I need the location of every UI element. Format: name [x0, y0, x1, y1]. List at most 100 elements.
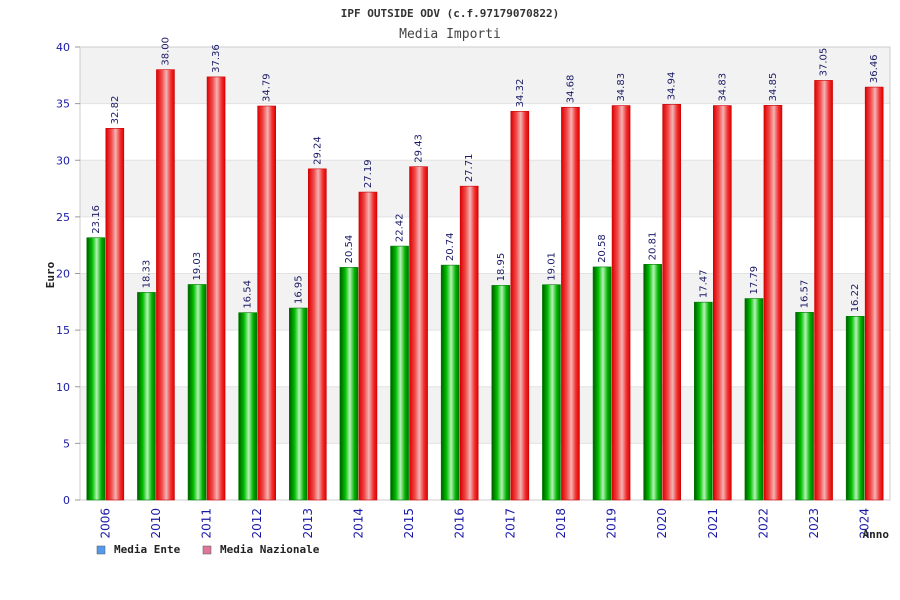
y-tick-label: 30: [56, 154, 70, 167]
value-label-media-ente: 16.57: [800, 280, 811, 309]
x-tick-label: 2012: [250, 508, 264, 539]
bar-media-nazionale: [409, 166, 428, 501]
bar-media-nazionale: [206, 76, 226, 501]
x-tick-label: 2010: [149, 508, 163, 539]
value-label-media-nazionale: 34.83: [616, 73, 627, 102]
bar-media-nazionale: [864, 86, 884, 501]
y-tick-label: 25: [56, 211, 70, 224]
value-label-media-ente: 17.47: [698, 270, 709, 299]
value-label-media-ente: 20.74: [445, 232, 456, 261]
value-label-media-ente: 17.79: [749, 266, 760, 295]
x-axis: 2006 2010 2011 2012 2013 2014 2015 2016 2017 2018…: [98, 508, 871, 539]
bar-media-nazionale: [257, 105, 276, 501]
value-label-media-nazionale: 34.85: [768, 73, 779, 102]
x-tick-label: 2011: [200, 508, 214, 539]
bar-media-nazionale: [510, 111, 530, 501]
y-axis: 0 5 10 15 20 25 30 35 40: [56, 41, 80, 507]
y-axis-label: Euro: [44, 261, 57, 288]
bar-media-ente: [390, 245, 409, 501]
value-label-media-nazionale: 34.32: [515, 79, 526, 108]
value-label-media-ente: 23.16: [91, 205, 102, 234]
value-label-media-ente: 16.54: [243, 280, 254, 309]
x-tick-label: 2020: [655, 508, 669, 539]
chart-subtitle: Media Importi: [399, 27, 501, 42]
y-tick-label: 35: [56, 98, 70, 111]
value-label-media-nazionale: 34.68: [565, 75, 576, 104]
value-label-media-nazionale: 29.24: [312, 136, 323, 165]
value-label-media-nazionale: 34.83: [717, 73, 728, 102]
bar-media-ente: [339, 267, 359, 501]
y-tick-label: 40: [56, 41, 70, 54]
value-label-media-nazionale: 27.19: [363, 159, 374, 188]
y-tick-label: 0: [63, 494, 70, 507]
bar-media-ente: [238, 312, 257, 501]
bar-media-nazionale: [459, 185, 479, 501]
bar-media-ente: [542, 284, 561, 501]
x-tick-label: 2014: [351, 508, 365, 539]
value-label-media-ente: 22.42: [395, 213, 406, 242]
bar-media-nazionale: [763, 105, 783, 501]
bar-media-nazionale: [105, 128, 125, 501]
value-label-media-nazionale: 34.94: [667, 72, 678, 101]
value-label-media-ente: 18.33: [141, 260, 152, 289]
bar-media-ente: [491, 285, 511, 501]
value-label-media-ente: 18.95: [496, 253, 507, 282]
x-tick-label: 2024: [858, 508, 872, 539]
value-label-media-nazionale: 38.00: [160, 37, 171, 66]
x-tick-label: 2013: [301, 508, 315, 539]
x-tick-label: 2022: [756, 508, 770, 539]
x-tick-label: 2018: [554, 508, 568, 539]
bar-media-ente: [744, 298, 764, 501]
bar-media-nazionale: [308, 168, 327, 501]
value-label-media-ente: 16.95: [293, 275, 304, 304]
bar-media-ente: [187, 284, 207, 501]
bar-media-nazionale: [611, 105, 631, 501]
x-axis-label: Anno: [863, 528, 890, 541]
bar-media-ente: [440, 264, 460, 501]
x-tick-label: 2021: [706, 508, 720, 539]
value-label-media-nazionale: 32.82: [110, 96, 121, 125]
chart-title: IPF OUTSIDE ODV (c.f.97179070822): [341, 7, 560, 20]
legend-swatch-media-ente: [96, 545, 106, 555]
bar-media-ente: [694, 301, 713, 501]
y-tick-label: 5: [63, 437, 70, 450]
value-label-media-ente: 19.03: [192, 252, 203, 281]
bar-media-nazionale: [156, 69, 175, 501]
bar-media-ente: [795, 312, 814, 501]
legend-swatch-media-nazionale: [202, 545, 212, 555]
bar-media-ente: [592, 266, 612, 501]
x-tick-label: 2023: [807, 508, 821, 539]
bar-media-ente: [289, 307, 308, 501]
x-tick-label: 2006: [98, 508, 112, 539]
value-label-media-ente: 20.81: [648, 232, 659, 261]
bar-media-nazionale: [662, 104, 681, 501]
legend-label-media-nazionale: Media Nazionale: [220, 543, 320, 556]
x-tick-label: 2016: [453, 508, 467, 539]
value-label-media-nazionale: 37.05: [819, 48, 830, 77]
value-label-media-ente: 19.01: [546, 252, 557, 281]
value-label-media-nazionale: 34.79: [262, 73, 273, 102]
bar-media-ente: [845, 316, 865, 501]
bar-media-ente: [137, 292, 156, 501]
bar-media-ente: [643, 264, 662, 501]
value-labels: 23.16 32.82 18.33 38.00 19.03 37.36 16.54 34.79…: [91, 37, 880, 312]
bar-media-nazionale: [814, 80, 833, 501]
value-label-media-nazionale: 37.36: [211, 44, 222, 73]
value-label-media-ente: 20.58: [597, 234, 608, 263]
bars: [86, 69, 884, 501]
y-tick-label: 10: [56, 381, 70, 394]
value-label-media-nazionale: 27.71: [464, 154, 475, 183]
bar-media-nazionale: [561, 106, 580, 501]
bar-media-nazionale: [713, 105, 732, 501]
y-tick-label: 20: [56, 268, 70, 281]
value-label-media-ente: 20.54: [344, 235, 355, 264]
value-label-media-nazionale: 29.43: [414, 134, 425, 163]
value-label-media-nazionale: 36.46: [869, 54, 880, 83]
x-tick-label: 2015: [402, 508, 416, 539]
x-tick-label: 2019: [605, 508, 619, 539]
legend-label-media-ente: Media Ente: [114, 543, 181, 556]
value-label-media-ente: 16.22: [850, 284, 861, 313]
legend: Media Ente Media Nazionale: [96, 543, 320, 556]
y-tick-label: 15: [56, 324, 70, 337]
